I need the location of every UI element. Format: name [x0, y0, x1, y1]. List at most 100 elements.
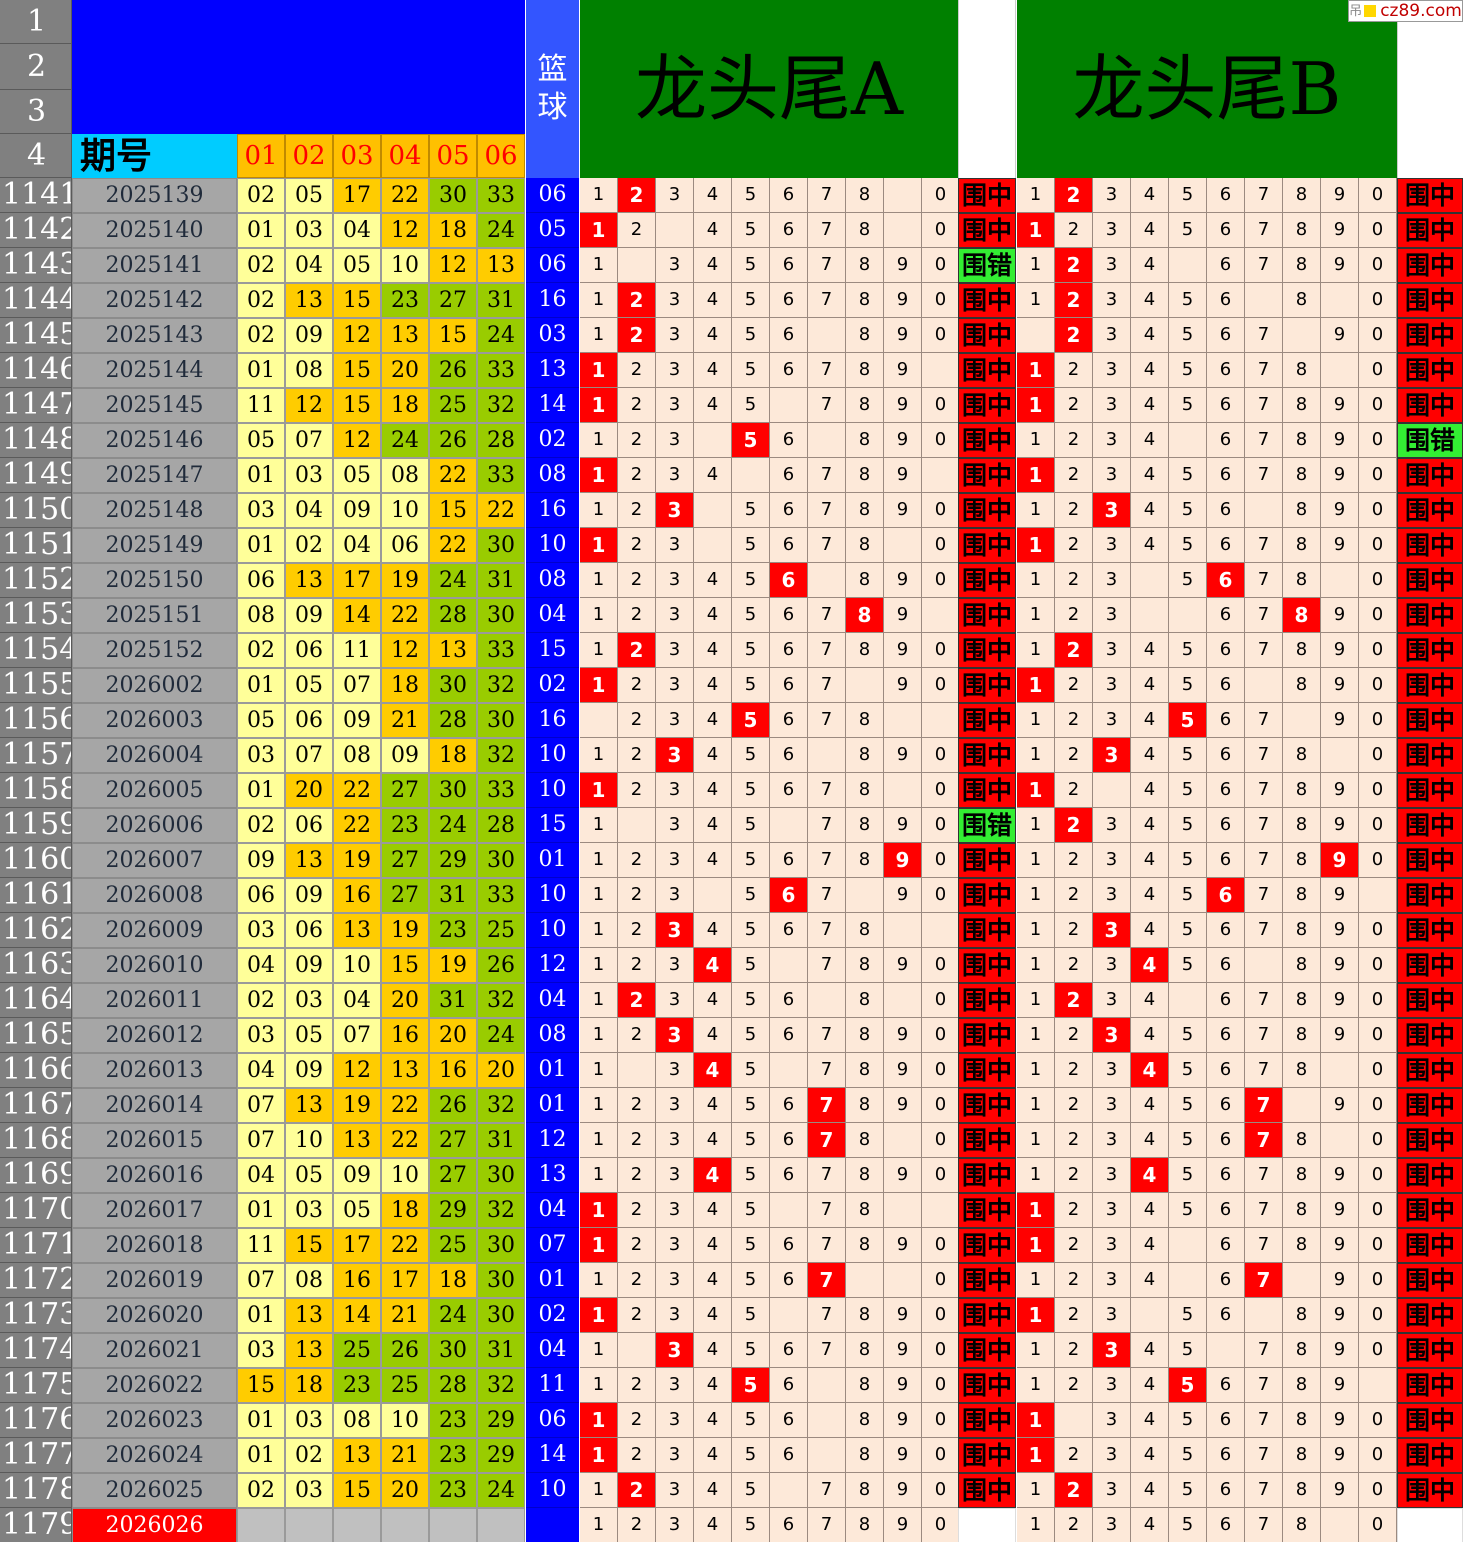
b-digit-2: 2	[1055, 1123, 1093, 1158]
number-cell: 10	[381, 248, 429, 283]
b-digit-3: 3	[1093, 458, 1131, 493]
number-cell: 11	[237, 388, 285, 423]
number-cell: 01	[237, 353, 285, 388]
a-digit-2: 2	[618, 1158, 656, 1193]
number-cell: 20	[381, 983, 429, 1018]
a-digit-7: 7	[808, 1018, 846, 1053]
a-digit-4	[694, 878, 732, 913]
a-digit-0: 0	[922, 1508, 960, 1542]
a-digit-6: 6	[770, 1333, 808, 1368]
number-cell: 11	[237, 1228, 285, 1263]
b-digit-1: 1	[1017, 738, 1055, 773]
b-digit-1: 1	[1017, 1088, 1055, 1123]
number-cell: 22	[381, 178, 429, 213]
b-digit-7: 7	[1245, 598, 1283, 633]
number-cell: 22	[381, 1228, 429, 1263]
watermark-prefix: 吊	[1349, 3, 1363, 19]
number-cell: 09	[285, 318, 333, 353]
a-digit-9: 9	[884, 1403, 922, 1438]
b-digit-2: 2	[1055, 598, 1093, 633]
number-cell: 32	[477, 1193, 525, 1228]
b-digit-3: 3	[1093, 808, 1131, 843]
number-cell: 29	[429, 1193, 477, 1228]
number-cell: 27	[429, 1123, 477, 1158]
b-digit-7: 7	[1245, 563, 1283, 598]
b-digit-0: 0	[1359, 353, 1397, 388]
b-digit-5: 5	[1169, 458, 1207, 493]
a-digit-3: 3	[656, 458, 694, 493]
b-digit-4: 4	[1131, 738, 1169, 773]
a-digit-7: 7	[808, 528, 846, 563]
b-digit-1: 1	[1017, 773, 1055, 808]
number-cell: 24	[477, 1473, 525, 1508]
b-digit-6: 6	[1207, 598, 1245, 633]
period-cell: 2026002	[72, 668, 237, 703]
b-digit-1: 1	[1017, 1368, 1055, 1403]
number-cell: 31	[477, 563, 525, 598]
result-b: 围中	[1397, 1473, 1463, 1508]
lanqiu-cell: 10	[526, 913, 579, 948]
b-digit-2: 2	[1055, 773, 1093, 808]
a-digit-5: 5	[732, 1438, 770, 1473]
number-cell: 32	[477, 738, 525, 773]
number-cell: 09	[285, 948, 333, 983]
lanqiu-cell: 04	[526, 1193, 579, 1228]
a-digit-5: 5	[732, 1158, 770, 1193]
number-cell: 02	[237, 248, 285, 283]
b-digit-1: 1	[1017, 1263, 1055, 1298]
result-b: 围中	[1397, 493, 1463, 528]
a-digit-3: 3	[656, 1088, 694, 1123]
lanqiu-label-char: 篮	[537, 52, 568, 87]
a-digit-6	[770, 1193, 808, 1228]
number-cell: 26	[429, 353, 477, 388]
b-digit-4: 4	[1131, 423, 1169, 458]
number-cell: 22	[333, 808, 381, 843]
a-digit-7: 7	[808, 773, 846, 808]
b-digit-8	[1283, 1088, 1321, 1123]
a-digit-7: 7	[808, 1298, 846, 1333]
b-digit-7	[1245, 948, 1283, 983]
b-digit-5: 5	[1169, 1333, 1207, 1368]
a-digit-8: 8	[846, 388, 884, 423]
b-digit-9: 9	[1321, 528, 1359, 563]
a-digit-4: 4	[694, 1298, 732, 1333]
number-cell: 26	[429, 1088, 477, 1123]
b-digit-4: 4	[1131, 1123, 1169, 1158]
a-digit-0: 0	[922, 808, 960, 843]
number-cell: 17	[333, 178, 381, 213]
a-digit-7: 7	[808, 843, 846, 878]
b-digit-4: 4	[1131, 983, 1169, 1018]
b-digit-5: 5	[1169, 1018, 1207, 1053]
b-digit-8: 8	[1283, 1298, 1321, 1333]
a-digit-9: 9	[884, 878, 922, 913]
a-digit-8: 8	[846, 1053, 884, 1088]
number-cell: 03	[285, 1403, 333, 1438]
number-cell: 24	[429, 563, 477, 598]
b-digit-9: 9	[1321, 1158, 1359, 1193]
b-digit-5: 5	[1169, 1473, 1207, 1508]
b-digit-1: 1	[1017, 1018, 1055, 1053]
b-digit-2: 2	[1055, 1263, 1093, 1298]
b-digit-5	[1169, 1228, 1207, 1263]
a-digit-1: 1	[580, 1368, 618, 1403]
result-b: 围中	[1397, 598, 1463, 633]
b-digit-0: 0	[1359, 528, 1397, 563]
b-digit-6: 6	[1207, 843, 1245, 878]
a-digit-2: 2	[618, 1438, 656, 1473]
number-cell: 10	[381, 493, 429, 528]
result-b: 围中	[1397, 1053, 1463, 1088]
period-cell: 2026020	[72, 1298, 237, 1333]
row-number: 1143	[0, 248, 72, 283]
b-digit-0: 0	[1359, 318, 1397, 353]
b-digit-3: 3	[1093, 528, 1131, 563]
a-digit-6: 6	[770, 563, 808, 598]
number-cell: 06	[237, 878, 285, 913]
row-number: 1163	[0, 948, 72, 983]
number-cell: 13	[333, 1123, 381, 1158]
a-digit-5: 5	[732, 283, 770, 318]
a-digit-3: 3	[656, 948, 694, 983]
number-cell: 30	[429, 773, 477, 808]
result-b: 围中	[1397, 913, 1463, 948]
period-cell: 2025144	[72, 353, 237, 388]
